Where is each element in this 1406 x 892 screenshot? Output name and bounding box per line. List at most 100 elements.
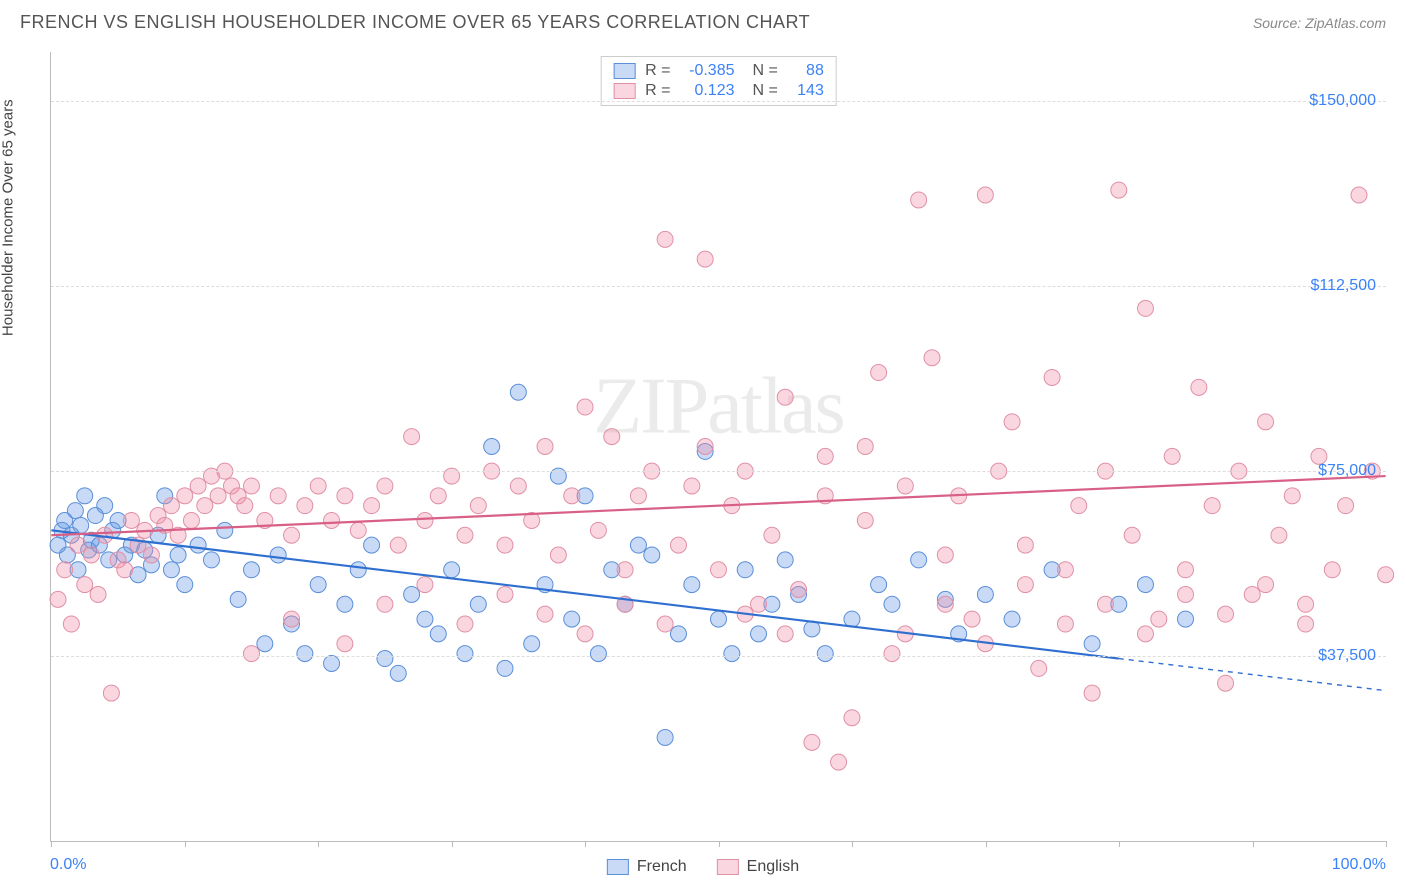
- scatter-point: [670, 626, 686, 642]
- scatter-point: [684, 577, 700, 593]
- scatter-point: [163, 498, 179, 514]
- scatter-point: [1071, 498, 1087, 514]
- scatter-point: [1218, 675, 1234, 691]
- scatter-point: [1084, 685, 1100, 701]
- scatter-point: [1178, 562, 1194, 578]
- scatter-point: [857, 512, 873, 528]
- scatter-point: [1017, 577, 1033, 593]
- scatter-point: [1298, 616, 1314, 632]
- bottom-legend-item: English: [717, 858, 799, 876]
- x-tick: [986, 841, 987, 847]
- scatter-point: [364, 498, 380, 514]
- scatter-point: [90, 586, 106, 602]
- scatter-point: [244, 562, 260, 578]
- scatter-point: [1338, 498, 1354, 514]
- scatter-point: [143, 547, 159, 563]
- scatter-point: [1137, 626, 1153, 642]
- scatter-point: [844, 611, 860, 627]
- scatter-point: [1164, 448, 1180, 464]
- scatter-point: [337, 636, 353, 652]
- scatter-point: [1178, 611, 1194, 627]
- scatter-point: [711, 562, 727, 578]
- scatter-point: [257, 636, 273, 652]
- scatter-point: [297, 646, 313, 662]
- scatter-point: [630, 488, 646, 504]
- scatter-point: [657, 231, 673, 247]
- source-value: ZipAtlas.com: [1305, 15, 1386, 31]
- y-axis-label: Householder Income Over 65 years: [0, 99, 17, 336]
- scatter-point: [444, 562, 460, 578]
- scatter-point: [497, 660, 513, 676]
- legend-swatch: [613, 63, 635, 79]
- scatter-point: [244, 646, 260, 662]
- scatter-point: [564, 611, 580, 627]
- scatter-point: [324, 655, 340, 671]
- legend-stats-box: R =-0.385N =88R =0.123N =143: [600, 56, 837, 106]
- scatter-point: [937, 596, 953, 612]
- scatter-point: [457, 616, 473, 632]
- scatter-point: [550, 547, 566, 563]
- scatter-point: [190, 478, 206, 494]
- scatter-point: [537, 439, 553, 455]
- scatter-point: [364, 537, 380, 553]
- scatter-point: [577, 626, 593, 642]
- scatter-point: [197, 498, 213, 514]
- chart-source: Source: ZipAtlas.com: [1253, 15, 1386, 31]
- stat-n-label: N =: [753, 62, 778, 80]
- scatter-point: [337, 596, 353, 612]
- y-tick-label: $75,000: [1318, 462, 1376, 480]
- scatter-point: [73, 517, 89, 533]
- scatter-point: [657, 729, 673, 745]
- scatter-point: [83, 547, 99, 563]
- x-tick-label-max: 100.0%: [1332, 856, 1386, 874]
- scatter-point: [1137, 300, 1153, 316]
- scatter-point: [1031, 660, 1047, 676]
- x-tick: [719, 841, 720, 847]
- stat-r-value: 0.123: [681, 82, 735, 100]
- legend-swatch: [607, 859, 629, 875]
- scatter-point: [604, 429, 620, 445]
- scatter-point: [1298, 596, 1314, 612]
- scatter-point: [203, 552, 219, 568]
- scatter-point: [1218, 606, 1234, 622]
- scatter-point: [77, 577, 93, 593]
- scatter-point: [751, 626, 767, 642]
- scatter-point: [117, 562, 133, 578]
- scatter-point: [417, 611, 433, 627]
- scatter-point: [163, 562, 179, 578]
- scatter-point: [457, 527, 473, 543]
- x-tick-label-min: 0.0%: [50, 856, 86, 874]
- scatter-point: [284, 527, 300, 543]
- scatter-point: [831, 754, 847, 770]
- scatter-point: [63, 616, 79, 632]
- x-tick: [585, 841, 586, 847]
- scatter-point: [1324, 562, 1340, 578]
- scatter-point: [103, 685, 119, 701]
- scatter-point: [1284, 488, 1300, 504]
- scatter-point: [310, 577, 326, 593]
- stat-r-label: R =: [645, 62, 670, 80]
- scatter-point: [590, 646, 606, 662]
- scatter-point: [777, 389, 793, 405]
- scatter-point: [190, 537, 206, 553]
- scatter-point: [510, 478, 526, 494]
- scatter-point: [524, 636, 540, 652]
- scatter-point: [644, 547, 660, 563]
- scatter-point: [884, 646, 900, 662]
- scatter-point: [817, 448, 833, 464]
- scatter-point: [50, 591, 66, 607]
- scatter-point: [711, 611, 727, 627]
- scatter-point: [497, 537, 513, 553]
- scatter-point: [977, 187, 993, 203]
- scatter-point: [177, 488, 193, 504]
- chart-plot-area: ZIPatlas R =-0.385N =88R =0.123N =143 $3…: [50, 52, 1386, 842]
- scatter-point: [270, 547, 286, 563]
- x-tick: [1119, 841, 1120, 847]
- scatter-point: [804, 734, 820, 750]
- x-tick: [852, 841, 853, 847]
- scatter-point: [697, 439, 713, 455]
- scatter-point: [210, 488, 226, 504]
- scatter-point: [977, 586, 993, 602]
- scatter-point: [123, 512, 139, 528]
- scatter-point: [404, 429, 420, 445]
